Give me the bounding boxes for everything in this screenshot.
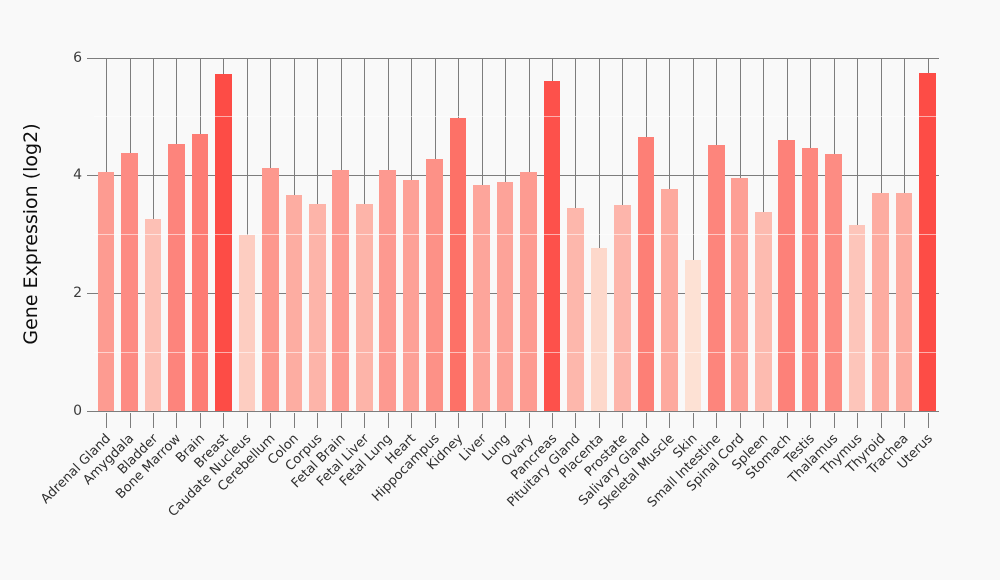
x-tick-skin — [692, 413, 694, 428]
x-tick-trachea — [904, 413, 906, 428]
x-tick-breast — [223, 413, 225, 428]
x-tick-thymus — [857, 413, 859, 428]
y-tick-label-4: 4 — [73, 167, 82, 184]
bar-corpus — [308, 203, 326, 411]
y-minor-gridline-3 — [94, 234, 940, 236]
x-tick-spinal-cord — [739, 413, 741, 428]
bar-thymus — [848, 225, 866, 411]
x-tick-bone-marrow — [176, 413, 178, 428]
x-tick-placenta — [598, 413, 600, 428]
bar-caudate-nucleus — [238, 235, 256, 411]
x-tick-lung — [505, 413, 507, 428]
bar-liver — [473, 184, 490, 411]
x-tick-adrenal-gland — [106, 413, 108, 428]
x-tick-spleen — [763, 413, 765, 428]
bar-pancreas — [543, 81, 561, 411]
y-minor-gridline-5 — [94, 116, 940, 118]
x-tick-fetal-brain — [340, 413, 342, 428]
bar-fetal-lung — [379, 170, 396, 411]
bar-bladder — [144, 218, 162, 411]
bar-fetal-liver — [355, 203, 373, 411]
x-tick-thyroid — [880, 413, 882, 428]
bar-heart — [402, 180, 420, 411]
bar-testis — [801, 148, 819, 411]
bar-stomach — [778, 139, 796, 411]
y-minor-gridline-1 — [94, 352, 940, 354]
bar-small-intestine — [708, 144, 725, 411]
x-tick-small-intestine — [716, 413, 718, 428]
bar-breast — [215, 73, 232, 411]
bar-kidney — [449, 117, 467, 411]
x-tick-pituitary-gland — [575, 413, 577, 428]
y-gridline-0 — [87, 411, 940, 412]
x-tick-thalamus — [833, 413, 835, 428]
x-tick-amygdala — [129, 413, 131, 428]
bar-pituitary-gland — [567, 207, 584, 411]
x-tick-stomach — [786, 413, 788, 428]
bar-salivary-gland — [637, 137, 655, 411]
bar-hippocampus — [426, 159, 443, 411]
bar-bone-marrow — [168, 144, 185, 411]
y-gridline-6 — [87, 57, 940, 59]
bar-brain — [191, 133, 209, 411]
bar-skin — [684, 260, 702, 411]
x-tick-colon — [293, 413, 295, 428]
bar-skeletal-muscle — [661, 189, 678, 411]
x-tick-cerebellum — [270, 413, 272, 428]
bar-uterus — [919, 73, 936, 411]
bar-cerebellum — [262, 168, 279, 411]
y-tick-label-6: 6 — [73, 49, 82, 66]
y-tick-label-0: 0 — [73, 403, 82, 419]
bar-prostate — [614, 205, 631, 411]
bar-adrenal-gland — [97, 172, 115, 411]
x-tick-fetal-lung — [387, 413, 389, 428]
bar-trachea — [895, 193, 913, 411]
bar-placenta — [590, 248, 608, 411]
bar-lung — [496, 181, 514, 411]
x-tick-kidney — [458, 413, 460, 428]
bar-amygdala — [121, 152, 138, 411]
y-tick-label-2: 2 — [73, 285, 82, 302]
bar-thyroid — [872, 193, 889, 411]
x-tick-bladder — [152, 413, 154, 428]
x-tick-skeletal-muscle — [669, 413, 671, 428]
x-tick-caudate-nucleus — [246, 413, 248, 428]
x-tick-heart — [411, 413, 413, 428]
x-tick-salivary-gland — [645, 413, 647, 428]
x-tick-uterus — [927, 413, 929, 428]
bar-ovary — [520, 172, 537, 411]
x-tick-fetal-liver — [364, 413, 366, 428]
bar-spleen — [754, 212, 772, 411]
x-tick-brain — [199, 413, 201, 428]
bar-colon — [285, 194, 303, 411]
x-tick-ovary — [528, 413, 530, 428]
bar-thalamus — [825, 154, 842, 411]
x-tick-hippocampus — [434, 413, 436, 428]
bar-fetal-brain — [332, 170, 350, 411]
y-axis-title: Gene Expression (log2) — [20, 123, 42, 345]
bar-spinal-cord — [731, 177, 749, 411]
y-gridline-4 — [87, 175, 940, 177]
x-tick-pancreas — [552, 413, 553, 428]
x-tick-prostate — [622, 413, 624, 428]
x-tick-liver — [481, 413, 483, 428]
x-tick-corpus — [317, 413, 319, 428]
x-tick-testis — [810, 413, 812, 428]
